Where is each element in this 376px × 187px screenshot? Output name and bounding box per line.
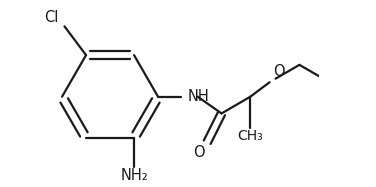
Text: Cl: Cl <box>44 10 58 25</box>
Text: NH₂: NH₂ <box>120 168 148 183</box>
Text: O: O <box>193 145 205 160</box>
Text: O: O <box>273 64 285 79</box>
Text: CH₃: CH₃ <box>238 129 263 143</box>
Text: NH: NH <box>188 89 210 104</box>
